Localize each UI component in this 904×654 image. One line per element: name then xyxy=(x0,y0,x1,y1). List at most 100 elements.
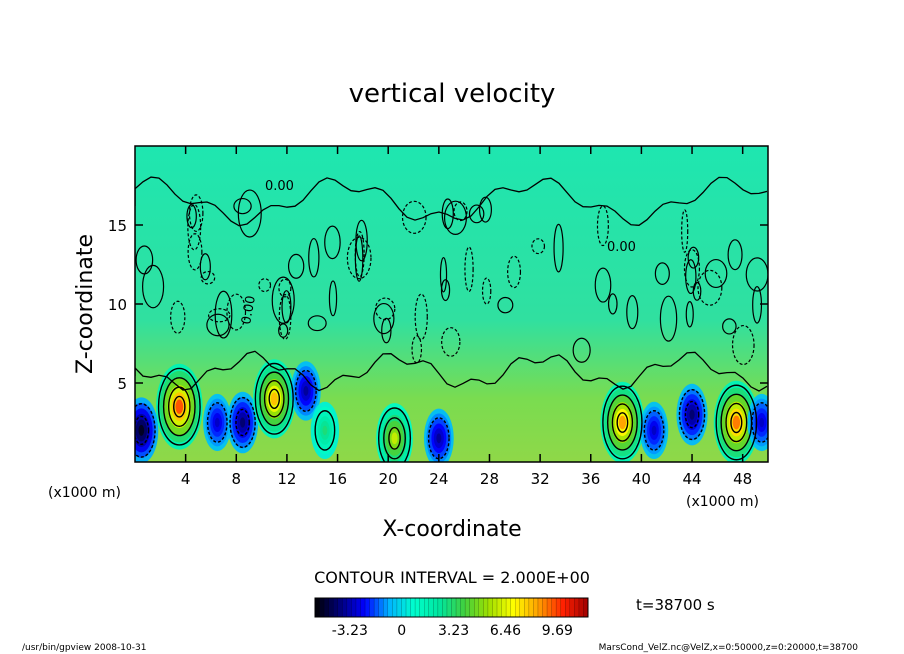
contour-line xyxy=(263,380,285,418)
contour-line xyxy=(233,197,252,215)
contour-line xyxy=(654,262,670,285)
contour-line xyxy=(268,388,281,409)
contour-line xyxy=(259,371,290,427)
x-tick-label: 24 xyxy=(429,470,448,488)
x-tick-label: 20 xyxy=(379,470,398,488)
velocity-cell-band xyxy=(214,417,220,428)
colorbar-cell xyxy=(506,598,512,617)
contour-line xyxy=(553,223,564,273)
velocity-cell-band xyxy=(240,417,246,428)
contour-label: 0.00 xyxy=(607,240,636,255)
contour-line xyxy=(346,236,372,280)
y-tick-label: 15 xyxy=(108,217,127,235)
colorbar-cell xyxy=(406,598,412,617)
contour-line xyxy=(684,400,700,429)
colorbar-cell xyxy=(319,598,325,617)
contour-label: 0.00 xyxy=(265,179,294,194)
contour-line xyxy=(254,362,294,435)
velocity-cell-band xyxy=(759,417,765,428)
colorbar-frame xyxy=(314,597,589,618)
contour-line xyxy=(206,313,230,337)
footer-left: /usr/bin/gpview 2008-10-31 xyxy=(22,643,146,653)
colorbar-cell xyxy=(378,598,384,617)
colorbar-cell xyxy=(328,598,334,617)
contour-line xyxy=(507,255,522,289)
colorbar-cell xyxy=(515,598,521,617)
footer-right: MarsCond_VelZ.nc@VelZ,x=0:50000,z=0:2000… xyxy=(599,643,859,653)
colorbar-cell xyxy=(360,598,366,617)
contour-line xyxy=(237,189,262,238)
colorbar-cell xyxy=(478,598,484,617)
contour-line xyxy=(752,286,763,324)
contour-line xyxy=(381,317,392,344)
contour-line xyxy=(187,204,202,251)
contour-line xyxy=(314,410,336,451)
colorbar-cell xyxy=(446,598,452,617)
colorbar-cell xyxy=(456,598,462,617)
colorbar: -3.23 0 3.23 6.46 9.69 xyxy=(314,597,589,639)
time-stamp: t=38700 s xyxy=(636,596,715,614)
colorbar-cell xyxy=(465,598,471,617)
contour-line xyxy=(478,196,492,223)
contour-line xyxy=(157,367,201,446)
contour-line xyxy=(208,308,231,323)
contour-line xyxy=(643,410,665,451)
contour-line xyxy=(715,384,758,461)
contour-line xyxy=(685,301,694,328)
contour-line xyxy=(481,277,492,305)
velocity-cell-band xyxy=(391,432,398,445)
colorbar-cell xyxy=(437,598,443,617)
colorbar-cell xyxy=(574,598,580,617)
contour-line xyxy=(607,293,618,315)
contour-line xyxy=(439,257,448,293)
contour-line xyxy=(602,385,643,460)
contour-line xyxy=(135,350,768,392)
x-tick-label: 32 xyxy=(531,470,550,488)
velocity-cell-band xyxy=(303,385,309,396)
contour-line xyxy=(464,246,474,293)
colorbar-cell xyxy=(510,598,516,617)
colorbar-cell xyxy=(428,598,434,617)
x-tick-label: 4 xyxy=(181,470,191,488)
colorbar-cell xyxy=(542,598,548,617)
x-tick-label: 16 xyxy=(328,470,347,488)
colorbar-cell xyxy=(565,598,571,617)
contour-line xyxy=(468,204,485,224)
contour-line xyxy=(594,267,612,303)
contour-line xyxy=(135,415,150,446)
colorbar-cell xyxy=(556,598,562,617)
contour-line xyxy=(287,253,305,279)
colorbar-cell xyxy=(501,598,507,617)
velocity-cell-band xyxy=(436,433,442,444)
contour-line xyxy=(187,233,203,271)
colorbar-cell xyxy=(519,598,525,617)
contour-line xyxy=(453,201,468,222)
contour-line xyxy=(401,200,427,234)
colorbar-cell xyxy=(487,598,493,617)
contour-line xyxy=(206,402,228,443)
velocity-cell-band xyxy=(270,392,278,406)
velocity-cell xyxy=(227,391,259,454)
contour-line xyxy=(373,302,395,335)
contour-line xyxy=(173,395,186,418)
contour-line xyxy=(307,315,327,332)
contour-line xyxy=(324,225,341,260)
contour-line xyxy=(427,417,450,460)
x-unit-right: (x1000 m) xyxy=(686,494,759,510)
colorbar-cell xyxy=(533,598,539,617)
colorbar-cell xyxy=(569,598,575,617)
x-axis: 4 8 12 16 20 24 28 32 36 40 44 48 xyxy=(181,146,752,488)
y-tick-label: 10 xyxy=(108,296,127,314)
colorbar-cell xyxy=(315,598,321,617)
velocity-cell xyxy=(676,383,708,446)
contour-line xyxy=(531,238,546,255)
contour-line xyxy=(626,295,639,330)
contour-line xyxy=(142,264,165,309)
contour-lines xyxy=(135,176,768,462)
colorbar-cell xyxy=(355,598,361,617)
colorbar-cell xyxy=(324,598,330,617)
contour-line xyxy=(258,278,272,293)
velocity-cell-band xyxy=(138,424,145,436)
contour-line xyxy=(135,403,156,458)
